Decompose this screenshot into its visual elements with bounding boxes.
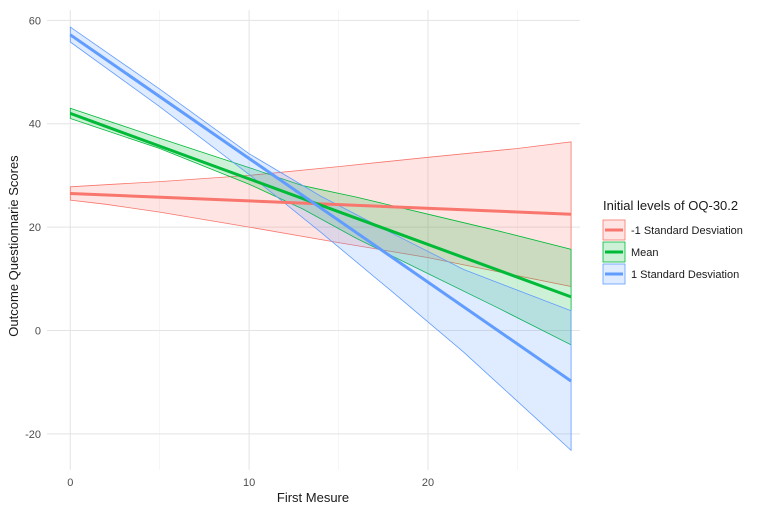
y-tick-label: 0 <box>35 325 41 337</box>
y-axis-title: Outcome Questionnarie Scores <box>6 155 21 337</box>
legend-label-minus-1sd: -1 Standard Desviation <box>631 225 743 237</box>
x-tick-label: 20 <box>422 477 434 489</box>
series-lines <box>69 33 572 383</box>
y-tick-label: -20 <box>25 429 41 441</box>
x-tick-label: 10 <box>243 477 255 489</box>
x-axis-title: First Mesure <box>277 490 349 505</box>
line-mean <box>69 111 572 299</box>
legend-label-mean: Mean <box>631 247 659 259</box>
y-tick-label: 20 <box>29 222 41 234</box>
legend: Initial levels of OQ-30.2 -1 Standard De… <box>602 198 743 285</box>
tick-labels: 0 10 20 -20 0 20 40 60 <box>25 15 434 489</box>
confidence-ribbons <box>69 26 572 452</box>
ribbon-plus-1sd <box>69 26 572 452</box>
y-tick-label: 40 <box>29 119 41 131</box>
legend-keys <box>602 219 626 285</box>
legend-label-plus-1sd: 1 Standard Desviation <box>631 269 739 281</box>
legend-title: Initial levels of OQ-30.2 <box>603 198 738 213</box>
y-tick-label: 60 <box>29 15 41 27</box>
line-plus-1sd <box>69 33 572 383</box>
x-tick-label: 0 <box>67 477 73 489</box>
grid <box>47 10 580 470</box>
